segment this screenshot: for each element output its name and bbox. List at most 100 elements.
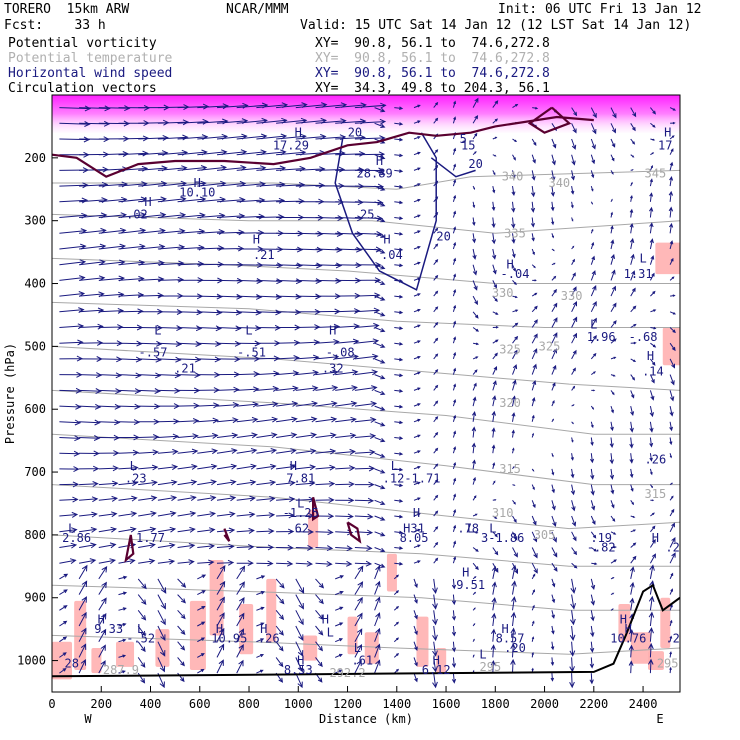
theta-contour xyxy=(52,634,680,655)
circulation-vector xyxy=(669,257,674,265)
circulation-vector xyxy=(550,657,555,667)
low-marker: L xyxy=(391,459,398,473)
circulation-vector xyxy=(256,385,280,392)
circulation-vector xyxy=(451,657,457,669)
circulation-vector xyxy=(630,305,637,313)
y-tick-label: 1000 xyxy=(17,654,46,668)
circulation-vector xyxy=(471,442,476,454)
circulation-vector xyxy=(452,399,457,407)
circulation-vector xyxy=(669,482,674,486)
circulation-vector xyxy=(472,622,476,627)
pv-positive-patch xyxy=(436,648,447,674)
x-tick-label: 400 xyxy=(140,697,162,711)
circulation-vector xyxy=(354,481,375,488)
high-marker: H xyxy=(98,613,105,627)
circulation-vector xyxy=(59,620,68,627)
circulation-vector xyxy=(491,233,496,245)
circulation-vector xyxy=(413,230,421,234)
circulation-vector xyxy=(550,201,555,212)
extremum-value: .2 xyxy=(665,540,679,554)
circulation-vector xyxy=(157,403,181,410)
circulation-vector xyxy=(590,301,597,313)
pv-contour xyxy=(223,528,231,542)
circulation-vector xyxy=(256,370,280,377)
terrain-line xyxy=(52,583,680,678)
circulation-vector xyxy=(610,285,616,297)
circulation-vector xyxy=(413,293,421,297)
circulation-vector xyxy=(394,514,404,519)
circulation-vector xyxy=(236,644,244,658)
circulation-vector xyxy=(295,448,317,455)
circulation-vector xyxy=(197,245,225,252)
circulation-vector xyxy=(491,612,497,627)
circulation-vector xyxy=(590,107,597,119)
circulation-vector xyxy=(79,511,98,518)
circulation-vector xyxy=(511,412,516,422)
circulation-vector xyxy=(157,495,178,502)
circulation-vector xyxy=(492,311,499,315)
circulation-vector xyxy=(197,448,219,455)
circulation-vector xyxy=(452,179,457,187)
circulation-vector xyxy=(79,356,103,362)
circulation-vector xyxy=(452,147,457,155)
circulation-vector xyxy=(157,479,178,486)
high-marker: H xyxy=(376,154,383,168)
circulation-vector xyxy=(531,138,537,146)
circulation-vector xyxy=(118,670,126,674)
circulation-vector xyxy=(570,484,576,496)
high-marker: H xyxy=(260,622,267,636)
circulation-vector xyxy=(374,248,386,254)
circulation-vector xyxy=(629,437,634,449)
circulation-vector xyxy=(491,565,497,580)
circulation-vector xyxy=(413,434,421,438)
theta-label: 292.2 xyxy=(329,666,365,680)
low-marker: L xyxy=(245,324,252,338)
low-marker: L xyxy=(137,622,144,636)
circulation-vector xyxy=(512,154,516,161)
circulation-vector xyxy=(452,273,457,281)
circulation-vector xyxy=(393,574,399,580)
low-marker: L xyxy=(68,522,75,536)
circulation-vector xyxy=(571,349,577,360)
circulation-vector xyxy=(610,225,614,234)
circulation-vector xyxy=(315,609,324,620)
circulation-vector xyxy=(649,272,655,281)
circulation-vector xyxy=(335,448,356,455)
circulation-vector xyxy=(374,565,381,580)
circulation-vector xyxy=(374,515,386,521)
circulation-vector xyxy=(216,495,237,502)
circulation-vector xyxy=(354,545,373,552)
circulation-vector xyxy=(79,372,103,379)
circulation-vector xyxy=(98,434,121,441)
circulation-vector xyxy=(511,186,516,196)
circulation-vector xyxy=(315,578,325,589)
circulation-vector xyxy=(590,578,596,590)
circulation-vector xyxy=(236,432,258,439)
circulation-vector xyxy=(98,581,107,595)
circulation-vector xyxy=(138,558,156,565)
circulation-vector xyxy=(59,558,77,565)
circulation-vector xyxy=(590,421,594,429)
circulation-vector xyxy=(610,608,614,611)
field-vectors-xy: XY= 34.3, 49.8 to 204.3, 56.1 xyxy=(315,81,550,96)
circulation-vector xyxy=(531,500,536,509)
circulation-vector xyxy=(492,295,498,302)
circulation-vector xyxy=(512,364,518,375)
circulation-vector xyxy=(78,627,87,642)
circulation-vector xyxy=(354,612,363,627)
low-marker: L xyxy=(467,522,474,536)
circulation-vector xyxy=(451,641,457,653)
circulation-vector xyxy=(157,418,180,425)
circulation-vector xyxy=(472,369,478,375)
center-name: NCAR/MMM xyxy=(226,2,289,17)
circulation-vector xyxy=(197,495,217,502)
theta-label: 287.9 xyxy=(103,663,139,677)
circulation-vector xyxy=(177,448,199,455)
circulation-vector xyxy=(630,323,637,328)
circulation-vector xyxy=(512,466,515,470)
extremum-value: .04 xyxy=(381,248,403,262)
circulation-vector xyxy=(334,653,343,658)
circulation-vector xyxy=(295,339,321,346)
circulation-vector xyxy=(374,342,386,348)
circulation-vector xyxy=(610,253,615,265)
